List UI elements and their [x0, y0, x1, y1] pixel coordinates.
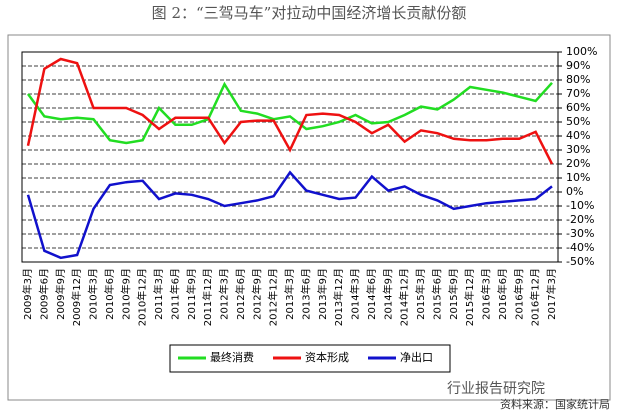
x-tick-label: 2009年6月 [37, 268, 50, 320]
plot-frame [21, 51, 559, 263]
watermark: 行业报告研究院 [447, 381, 545, 397]
source: 资料来源：国家统计局 [500, 397, 610, 411]
y-tick-label: 10% [566, 171, 590, 184]
y-tick-label: 0% [566, 185, 583, 198]
x-tick-label: 2012年12月 [267, 268, 280, 326]
y-tick-label: 90% [566, 59, 590, 72]
x-tick-label: 2013年9月 [316, 268, 329, 320]
x-tick-label: 2015年6月 [430, 268, 443, 320]
x-tick-label: 2011年6月 [168, 268, 181, 320]
y-tick-label: -20% [566, 213, 594, 226]
legend-box [169, 344, 451, 373]
y-tick-label: 30% [566, 143, 590, 156]
y-tick-label: 80% [566, 73, 590, 86]
x-tick-label: 2013年6月 [299, 268, 312, 320]
legend-label: 净出口 [400, 350, 433, 364]
x-tick-label: 2009年9月 [54, 268, 67, 320]
y-tick-label: 70% [566, 87, 590, 100]
x-tick-label: 2011年3月 [152, 268, 165, 320]
x-tick-label: 2016年9月 [512, 268, 525, 320]
x-tick-label: 2011年9月 [185, 268, 198, 320]
x-tick-label: 2012年6月 [234, 268, 247, 320]
x-tick-label: 2014年9月 [381, 268, 394, 320]
x-tick-label: 2013年12月 [332, 268, 345, 326]
y-tick-label: 20% [566, 157, 590, 170]
x-tick-label: 2009年12月 [70, 268, 83, 326]
x-tick-label: 2016年6月 [496, 268, 509, 320]
x-tick-label: 2014年12月 [398, 268, 411, 326]
chart-frame [7, 34, 611, 401]
legend-label: 最终消费 [210, 350, 254, 364]
x-tick-label: 2012年9月 [250, 268, 263, 320]
x-tick-label: 2014年3月 [349, 268, 362, 320]
series-line [26, 57, 554, 165]
x-tick-label: 2016年12月 [529, 268, 542, 326]
y-tick-label: 100% [566, 45, 597, 58]
y-tick-label: -10% [566, 199, 594, 212]
x-tick-label: 2014年6月 [365, 268, 378, 320]
x-tick-label: 2010年3月 [87, 268, 100, 320]
chart-title: 图 2：“三驾马车”对拉动中国经济增长贡献份额 [152, 4, 467, 22]
y-tick-label: 60% [566, 101, 590, 114]
x-tick-label: 2010年6月 [103, 268, 116, 320]
y-tick-label: -30% [566, 227, 594, 240]
x-tick-label: 2015年9月 [447, 268, 460, 320]
series-line [26, 81, 553, 145]
x-tick-label: 2013年3月 [283, 268, 296, 320]
y-tick-label: -50% [566, 255, 594, 268]
y-tick-label: 50% [566, 115, 590, 128]
y-tick-label: 40% [566, 129, 590, 142]
x-tick-label: 2012年3月 [218, 268, 231, 320]
series-line [26, 170, 553, 260]
y-tick-label: -40% [566, 241, 594, 254]
x-tick-label: 2015年12月 [463, 268, 476, 326]
legend-label: 资本形成 [305, 350, 349, 364]
x-tick-label: 2017年3月 [545, 268, 558, 320]
x-tick-label: 2016年3月 [480, 268, 493, 320]
x-tick-label: 2015年3月 [414, 268, 427, 320]
x-tick-label: 2010年9月 [119, 268, 132, 320]
x-tick-label: 2010年12月 [136, 268, 149, 326]
x-tick-label: 2009年3月 [21, 268, 34, 320]
x-tick-label: 2011年12月 [201, 268, 214, 326]
